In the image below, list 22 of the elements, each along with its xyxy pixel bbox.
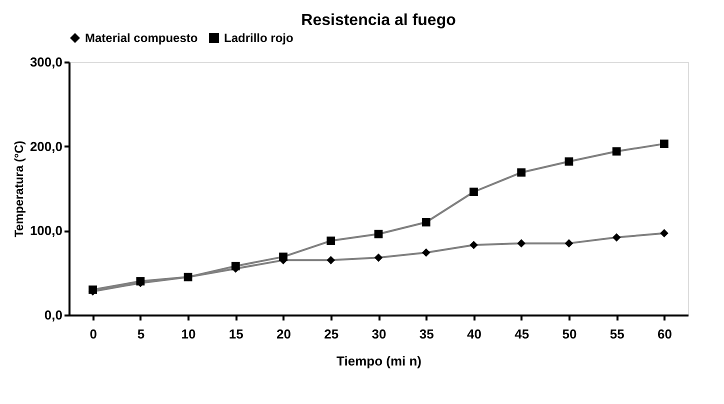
x-tick-label: 10 <box>181 326 196 342</box>
x-tick-label: 25 <box>324 326 339 342</box>
y-tick-label: 100,0 <box>30 223 62 238</box>
y-axis-title: Temperatura (°C) <box>12 140 26 238</box>
x-tick-label: 60 <box>657 326 672 342</box>
x-tick-label: 0 <box>90 326 97 342</box>
x-tick-label: 45 <box>514 326 530 342</box>
legend-label: Material compuesto <box>85 31 198 45</box>
chart-title: Resistencia al fuego <box>301 12 456 29</box>
x-tick-label: 40 <box>466 326 482 342</box>
x-tick-label: 15 <box>228 326 244 342</box>
x-tick-label: 5 <box>137 326 145 342</box>
legend-label: Ladrillo rojo <box>224 31 294 45</box>
x-tick-label: 50 <box>562 326 577 342</box>
y-tick-label: 300,0 <box>30 54 62 70</box>
x-axis-title: Tiempo (mi n) <box>336 354 422 368</box>
y-tick-label: 0,0 <box>44 308 62 322</box>
x-tick-label: 30 <box>372 326 386 342</box>
y-tick-label: 200,0 <box>30 138 62 154</box>
x-tick-label: 55 <box>610 326 624 342</box>
x-tick-label: 20 <box>276 326 292 342</box>
x-tick-label: 35 <box>419 326 434 342</box>
